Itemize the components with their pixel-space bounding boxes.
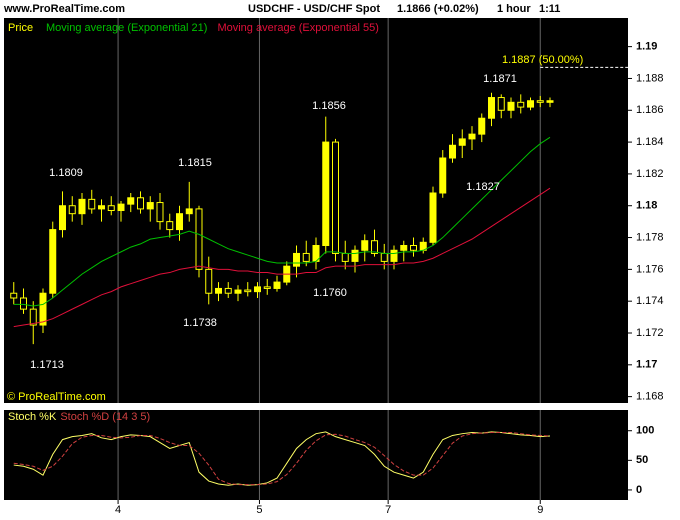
- candle-body: [254, 286, 261, 293]
- y-tick-label: 100: [636, 425, 654, 437]
- price-annotation: 1.1713: [30, 359, 64, 371]
- timeframe: 1 hour: [497, 3, 531, 15]
- candle-body: [488, 97, 495, 119]
- candle-body: [293, 252, 300, 267]
- candle-body: [185, 208, 193, 215]
- x-tick-label: 4: [115, 504, 121, 516]
- candle-body: [273, 281, 281, 289]
- candle-body: [137, 197, 144, 210]
- candle-body: [244, 289, 252, 293]
- candle-body: [29, 308, 37, 326]
- candle-body: [146, 202, 154, 210]
- price-annotation: 1.1809: [49, 167, 83, 179]
- stoch-panel: [4, 410, 628, 500]
- candle-body: [371, 240, 378, 254]
- candle-body: [107, 205, 115, 212]
- series-line: [13, 136, 551, 307]
- y-tick-label: 1.176: [636, 263, 664, 275]
- y-tick-label: 1.174: [636, 295, 664, 307]
- candle-body: [468, 133, 476, 140]
- x-tick-label: 9: [537, 504, 543, 516]
- candle-body: [400, 245, 408, 251]
- candle-body: [68, 205, 76, 215]
- candle-body: [78, 198, 86, 215]
- stoch-title: Stoch %K: [8, 411, 57, 423]
- stoch-subtitle: Stoch %D (14 3 5): [60, 411, 150, 423]
- candle-body: [380, 252, 388, 262]
- series-line: [13, 432, 551, 486]
- legend-price: Price: [8, 22, 33, 34]
- price-panel: [4, 18, 628, 403]
- candle-body: [205, 268, 213, 294]
- candle-body: [176, 213, 183, 231]
- candle-body: [527, 100, 534, 108]
- candle-body: [536, 100, 544, 103]
- legend-entry: Moving average (Exponential 55): [217, 22, 378, 34]
- price-annotation: 1.1871: [483, 73, 517, 85]
- y-tick-label: 1.184: [636, 136, 664, 148]
- candle-body: [215, 287, 222, 294]
- y-tick-label: 1.168: [636, 391, 664, 403]
- y-tick-label: 50: [636, 454, 648, 466]
- price-annotation: 1.1856: [312, 100, 346, 112]
- candle-body: [263, 286, 271, 289]
- symbol: USDCHF - USD/CHF Spot: [248, 3, 380, 15]
- candle-body: [507, 101, 515, 111]
- candle-body: [439, 157, 447, 194]
- candle-body: [332, 141, 339, 254]
- candle-body: [156, 202, 164, 223]
- candle-body: [195, 208, 203, 270]
- legend-entry: Moving average (Exponential 21): [46, 22, 207, 34]
- y-tick-label: 1.188: [636, 72, 664, 84]
- y-tick-label: 1.186: [636, 104, 664, 116]
- x-tick-label: 7: [385, 504, 391, 516]
- price-annotation: 1.1827: [466, 181, 500, 193]
- candle-body: [458, 138, 466, 146]
- candle-body: [98, 205, 105, 210]
- candle-body: [361, 240, 369, 251]
- candle-body: [39, 292, 47, 326]
- series-line: [13, 187, 551, 328]
- candle-body: [322, 141, 330, 246]
- candle-body: [478, 117, 486, 135]
- y-tick-label: 1.17: [636, 359, 657, 371]
- price-annotation: 1.1738: [183, 317, 217, 329]
- candle-body: [234, 289, 242, 294]
- candle-body: [410, 245, 417, 251]
- y-tick-label: 1.178: [636, 231, 664, 243]
- candle-body: [59, 205, 66, 231]
- y-tick-label: 1.172: [636, 327, 664, 339]
- y-tick-label: 1.182: [636, 168, 664, 180]
- candle-body: [517, 101, 525, 108]
- candle-body: [341, 252, 349, 262]
- series-line: [13, 431, 551, 486]
- price-annotation: 1.1760: [313, 287, 347, 299]
- candle-body: [224, 287, 232, 294]
- x-tick-label: 5: [256, 504, 262, 516]
- clock: 1:11: [539, 3, 560, 15]
- candle-body: [429, 192, 437, 243]
- y-tick-label: 1.18: [636, 200, 657, 212]
- reference-label: 1.1887 (50.00%): [502, 54, 583, 66]
- y-tick-label: 1.19: [636, 41, 657, 53]
- candle-body: [49, 229, 57, 294]
- copyright: © ProRealTime.com: [7, 391, 106, 403]
- y-tick-label: 0: [636, 484, 642, 496]
- candle-body: [20, 297, 27, 310]
- price-annotation: 1.1815: [178, 157, 212, 169]
- candle-body: [127, 197, 135, 205]
- candle-body: [117, 203, 125, 212]
- candle-body: [390, 249, 398, 262]
- candle-body: [449, 144, 456, 159]
- candle-body: [351, 249, 359, 262]
- candle-body: [546, 100, 554, 103]
- candle-body: [166, 221, 174, 231]
- candle-body: [497, 97, 505, 111]
- candle-body: [302, 252, 310, 262]
- site-name: www.ProRealTime.com: [3, 3, 125, 15]
- candle-body: [88, 198, 96, 210]
- candle-body: [10, 292, 18, 299]
- last-price: 1.1866 (+0.02%): [397, 3, 479, 15]
